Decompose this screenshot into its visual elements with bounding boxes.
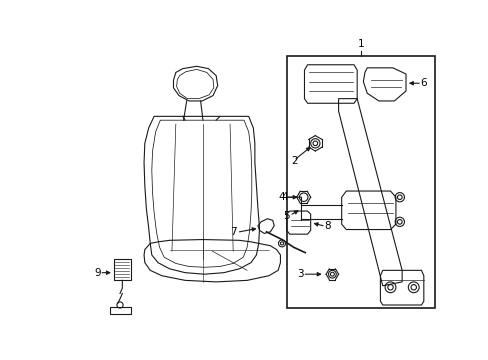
- Text: 4: 4: [281, 192, 287, 202]
- Text: 3: 3: [297, 269, 303, 279]
- Text: 4: 4: [278, 192, 285, 202]
- Bar: [114, 259, 131, 280]
- Text: 8: 8: [324, 221, 330, 231]
- Text: 7: 7: [229, 227, 236, 237]
- Text: 9: 9: [94, 267, 101, 278]
- Text: 2: 2: [290, 156, 297, 166]
- Text: 6: 6: [420, 78, 427, 88]
- Bar: [287, 55, 434, 308]
- Text: 5: 5: [283, 211, 289, 221]
- Text: 1: 1: [357, 39, 364, 49]
